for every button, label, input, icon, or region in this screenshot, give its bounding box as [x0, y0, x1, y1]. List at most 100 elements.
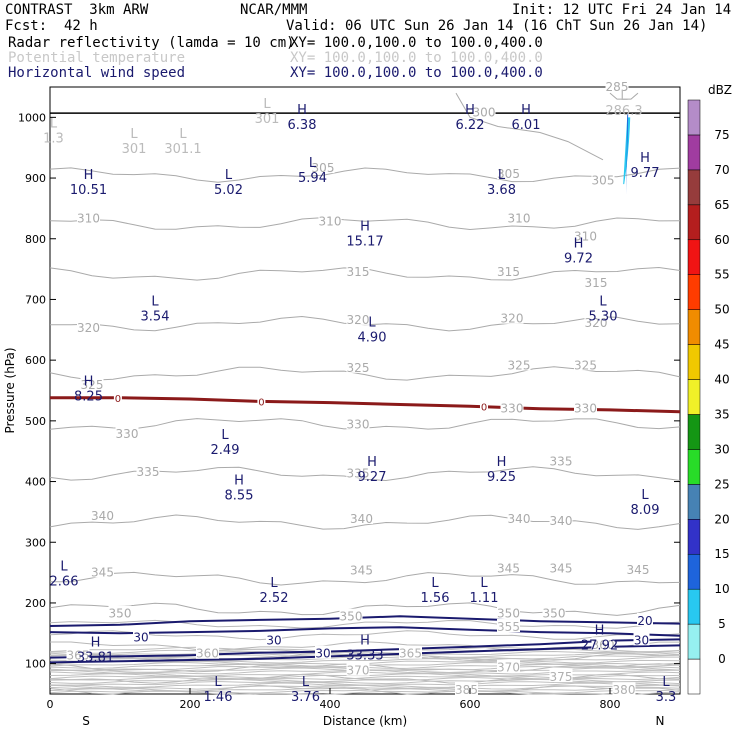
- theta-label-bg: [574, 400, 597, 414]
- freezing-level-label: 0: [115, 394, 121, 405]
- extremum-high: H: [640, 151, 650, 166]
- theta-extremum-low: L: [50, 116, 58, 131]
- extremum-low: L: [270, 576, 278, 591]
- extremum-value: 3.76: [291, 690, 320, 705]
- wind-contour-20: [49, 615, 681, 627]
- extremum-value: 6.38: [288, 118, 317, 133]
- theta-label-upper-bg: [549, 668, 573, 682]
- field-wind-xy: XY= 100.0,100.0 to 100.0,400.0: [290, 65, 543, 81]
- extremum-value: 15.17: [346, 235, 383, 250]
- extremum-low: L: [498, 168, 506, 183]
- colorbar-swatch: [687, 519, 701, 555]
- colorbar-label: 75: [714, 128, 729, 142]
- theta-extremum-low: L: [620, 89, 628, 104]
- theta-contour-upper: [49, 678, 681, 685]
- extremum-low: L: [302, 675, 310, 690]
- wind-label-bg: [133, 629, 149, 643]
- extremum-low: L: [60, 560, 68, 575]
- theta-label-bg: [549, 453, 573, 467]
- extremum-value: 2.52: [260, 591, 289, 606]
- theta-label: 320: [501, 312, 524, 326]
- extremum-low: L: [214, 675, 222, 690]
- valid-time: Valid: 06 UTC Sun 26 Jan 14 (16 ChT Sun …: [286, 18, 708, 34]
- freezing-level-label-bg: [257, 396, 266, 407]
- y-tick-label: 600: [25, 354, 46, 367]
- y-tick-label: 300: [25, 536, 46, 549]
- theta-label: 350: [109, 607, 132, 621]
- contour-labels: 350 350 350 350 345 345 345 345 345 340 340 340 340 3…: [43, 78, 677, 705]
- extremum-value: 9.27: [358, 470, 387, 485]
- theta-label-bg: [346, 359, 370, 373]
- colorbar-label: 55: [714, 268, 729, 282]
- theta-label-bg: [584, 314, 608, 328]
- theta-label: 320: [585, 316, 608, 330]
- wind-label: 30: [266, 633, 281, 647]
- wind-contour-30: [49, 638, 681, 659]
- theta-label-bg: [574, 357, 597, 371]
- extremum-value: 2.66: [50, 575, 79, 590]
- theta-contour-upper: [49, 676, 681, 683]
- wind-contour-20: [49, 644, 681, 664]
- theta-label: 310: [319, 215, 342, 229]
- colorbar-swatch: [687, 379, 701, 415]
- extremum-value: 3.3: [656, 690, 677, 705]
- theta-label-upper: 370: [497, 661, 520, 675]
- theta-label-bg: [311, 160, 335, 174]
- theta-extremum-value: 301: [255, 112, 280, 127]
- theta-label: 310: [77, 212, 100, 226]
- extremum-value: 4.90: [358, 331, 387, 346]
- reflectivity-cell: [623, 117, 631, 185]
- theta-label-bg: [77, 319, 100, 333]
- theta-label: 305: [312, 161, 335, 175]
- extremum-high: H: [234, 473, 244, 488]
- theta-label-upper: 360: [592, 638, 615, 652]
- theta-label-bg: [318, 213, 342, 227]
- theta-contour-380: [49, 673, 681, 684]
- theta-label: 345: [91, 565, 114, 579]
- theta-extremum-low: L: [263, 97, 271, 112]
- theta-label: 335: [137, 465, 160, 479]
- y-tick-label: 100: [25, 658, 46, 671]
- wind-label-bg: [633, 632, 650, 646]
- freezing-level-label: 0: [481, 402, 487, 413]
- theta-label-upper-bg: [591, 637, 615, 651]
- x-tick-label: 0: [47, 698, 54, 711]
- model-title: CONTRAST 3km ARW: [5, 2, 149, 18]
- freezing-level-label: 0: [258, 397, 264, 408]
- theta-label-bg: [605, 78, 629, 92]
- extremum-value: 9.72: [564, 252, 593, 267]
- theta-label: 315: [347, 265, 370, 279]
- theta-contour-285: [609, 92, 639, 100]
- theta-label-bg: [497, 605, 520, 619]
- theta-label: 345: [627, 563, 650, 577]
- extremum-value: 9.77: [631, 166, 660, 181]
- theta-contour-345: [50, 571, 681, 586]
- wind-label-bg: [637, 612, 653, 626]
- theta-label-bg: [507, 510, 531, 524]
- colorbar-swatch: [687, 623, 701, 660]
- y-tick-label: 200: [25, 597, 46, 610]
- extremum-low: L: [151, 294, 159, 309]
- extremum-value: 5.30: [589, 309, 618, 324]
- theta-label-upper: 385: [455, 683, 478, 697]
- extremum-value: 2.49: [211, 443, 240, 458]
- theta-contour-340: [49, 514, 681, 530]
- theta-extremum-value: 301.1: [164, 142, 201, 157]
- colorbar-label: 20: [714, 512, 729, 526]
- theta-label: 310: [574, 230, 597, 244]
- extremum-value: 5.02: [214, 183, 243, 198]
- colorbar-swatch: [687, 344, 701, 380]
- colorbar-label: 45: [714, 338, 729, 352]
- theta-label-bg: [346, 465, 370, 479]
- theta-label-bg: [91, 507, 114, 521]
- theta-label: 335: [347, 466, 370, 480]
- theta-label-upper: 360: [196, 647, 219, 661]
- theta-label: 310: [508, 212, 531, 226]
- theta-label: 345: [497, 562, 520, 576]
- theta-label: 325: [81, 378, 104, 392]
- extremum-high: H: [465, 103, 475, 118]
- theta-label: 335: [550, 454, 573, 468]
- theta-contour-360: [49, 630, 681, 641]
- theta-label-bg: [346, 416, 370, 430]
